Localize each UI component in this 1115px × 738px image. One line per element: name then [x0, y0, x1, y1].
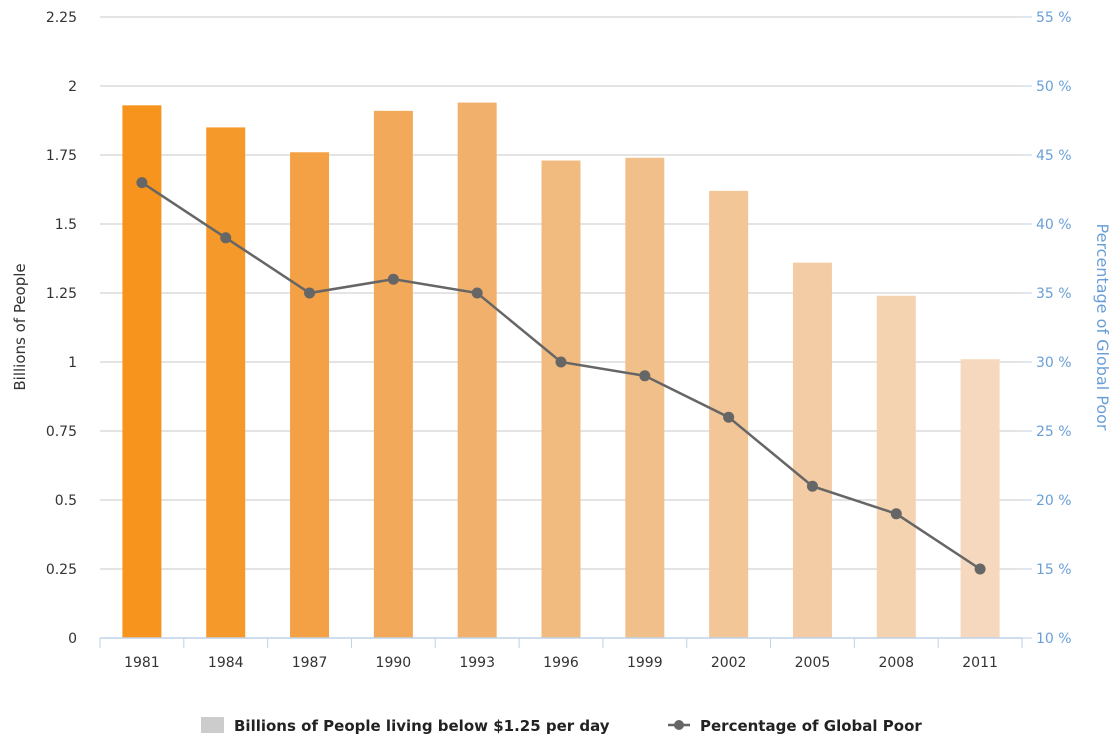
legend-line-label[interactable]: Percentage of Global Poor — [700, 717, 922, 735]
bar[interactable] — [373, 110, 413, 639]
line-point[interactable] — [974, 563, 986, 575]
bar-series[interactable] — [122, 102, 1000, 639]
legend-bar-label[interactable]: Billions of People living below $1.25 pe… — [234, 717, 610, 735]
right-tick-label: 10 % — [1036, 631, 1072, 647]
x-tick-label: 2008 — [878, 655, 914, 671]
right-axis-ticks: 10 % 15 % 20 % 25 % 30 % 35 % 40 % 45 % 50 % 55 % — [1022, 10, 1072, 647]
line-point[interactable] — [806, 480, 818, 492]
left-axis-title: Billions of People — [11, 263, 29, 390]
right-tick-label: 25 % — [1036, 424, 1072, 440]
right-tick-label: 40 % — [1036, 217, 1072, 233]
x-tick-label: 1999 — [627, 655, 663, 671]
bar[interactable] — [792, 262, 832, 638]
bar[interactable] — [876, 295, 916, 638]
x-tick-label: 1996 — [543, 655, 579, 671]
bar[interactable] — [960, 359, 1000, 638]
left-tick-label: 1.75 — [46, 148, 77, 164]
bar[interactable] — [541, 160, 581, 638]
bar[interactable] — [122, 105, 162, 638]
x-tick-label: 1984 — [208, 655, 244, 671]
left-tick-label: 1.25 — [46, 286, 77, 302]
line-point[interactable] — [555, 356, 567, 368]
x-tick-label: 1987 — [292, 655, 328, 671]
x-axis: 1981 1984 1987 1990 1993 1996 1999 2002 2005 2008… — [99, 637, 1023, 671]
x-tick-label: 2002 — [711, 655, 747, 671]
bar[interactable] — [206, 127, 246, 639]
left-tick-label: 0.5 — [55, 493, 77, 509]
left-tick-label: 1 — [68, 355, 77, 371]
left-axis-ticks: 0 0.25 0.5 0.75 1 1.25 1.5 1.75 2 2.25 — [46, 10, 77, 647]
x-tick-label: 2005 — [795, 655, 831, 671]
line-point[interactable] — [304, 287, 316, 299]
bar[interactable] — [625, 157, 665, 638]
left-tick-label: 1.5 — [55, 217, 77, 233]
legend: Billions of People living below $1.25 pe… — [201, 717, 922, 735]
line-point[interactable] — [136, 177, 148, 189]
line-series[interactable] — [136, 177, 986, 575]
right-tick-label: 50 % — [1036, 79, 1072, 95]
line-point[interactable] — [723, 411, 735, 423]
line-point[interactable] — [890, 508, 902, 520]
left-tick-label: 2.25 — [46, 10, 77, 26]
left-tick-label: 0.75 — [46, 424, 77, 440]
x-tick-label: 2011 — [962, 655, 998, 671]
legend-bar-swatch[interactable] — [201, 717, 224, 733]
line-point[interactable] — [220, 232, 232, 244]
right-tick-label: 15 % — [1036, 562, 1072, 578]
left-tick-label: 0.25 — [46, 562, 77, 578]
x-tick-label: 1981 — [124, 655, 160, 671]
line-point[interactable] — [387, 273, 399, 285]
right-axis-title: Percentage of Global Poor — [1093, 224, 1112, 431]
bar[interactable] — [457, 102, 497, 638]
x-tick-label: 1993 — [459, 655, 495, 671]
right-tick-label: 45 % — [1036, 148, 1072, 164]
line-point[interactable] — [471, 287, 483, 299]
left-tick-label: 2 — [68, 79, 77, 95]
right-tick-label: 20 % — [1036, 493, 1072, 509]
x-tick-label: 1990 — [376, 655, 412, 671]
right-tick-label: 30 % — [1036, 355, 1072, 371]
left-tick-label: 0 — [68, 631, 77, 647]
legend-line-marker — [674, 720, 684, 730]
bar[interactable] — [290, 152, 330, 639]
line-point[interactable] — [639, 370, 651, 382]
right-tick-label: 35 % — [1036, 286, 1072, 302]
right-tick-label: 55 % — [1036, 10, 1072, 26]
